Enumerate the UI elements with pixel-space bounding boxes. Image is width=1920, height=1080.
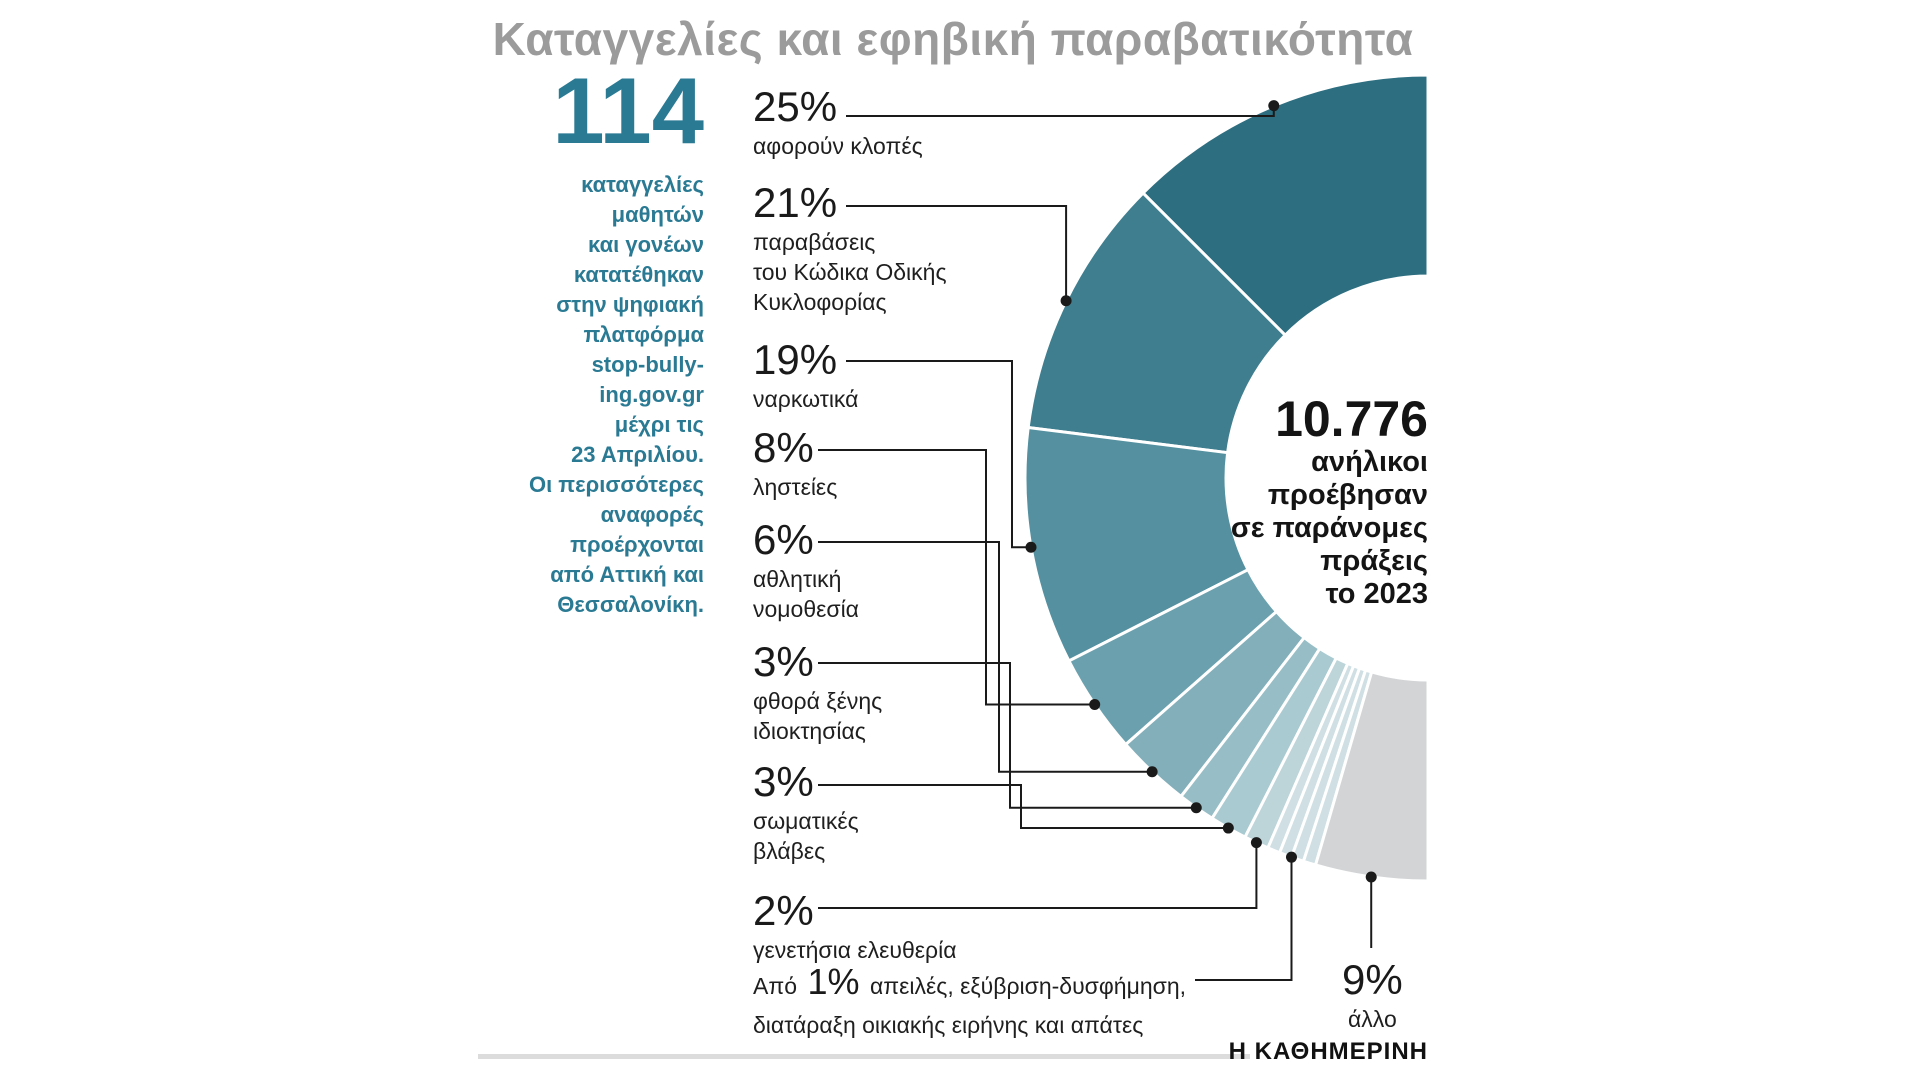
- callout-pct: 2%: [753, 887, 814, 934]
- donut-segment: [1123, 609, 1307, 799]
- callout-athlitiki: 6% αθλητική νομοθεσία: [753, 516, 859, 624]
- center-line: το 2023: [1325, 578, 1428, 610]
- donut-segment: [1140, 73, 1430, 338]
- leader-dot: [1060, 295, 1072, 307]
- sidebar-line: stop-bully-: [591, 352, 704, 377]
- sidebar-line: Θεσσαλονίκη.: [557, 592, 704, 617]
- donut-segment: [1265, 661, 1356, 855]
- sidebar-line: ing.gov.gr: [599, 382, 704, 407]
- leader-line: [846, 360, 1032, 549]
- total-value: 10.776: [1275, 391, 1428, 447]
- sidebar-line: αναφορές: [600, 502, 704, 527]
- callout-klopes: 25% αφορούν κλοπές: [753, 83, 923, 161]
- sidebar-line: 23 Απριλίου.: [571, 442, 704, 467]
- center-line: πράξεις: [1320, 545, 1428, 577]
- donut-segment: [1243, 655, 1350, 850]
- callout-label: αθλητική: [753, 566, 842, 592]
- callout-prefix: Από: [753, 973, 798, 999]
- page-title: Καταγγελίες και εφηβική παραβατικότητα: [492, 13, 1414, 65]
- callout-label: φθορά ξένης: [753, 688, 883, 714]
- leader-dot: [1190, 802, 1202, 814]
- callout-line: Από 1% απειλές, εξύβριση-δυσφήμηση,: [753, 962, 1186, 1010]
- leader-dot: [1025, 541, 1037, 553]
- leader-dot: [1268, 100, 1280, 112]
- callout-label: παραβάσεις: [753, 229, 876, 255]
- leader-line: [1195, 857, 1293, 981]
- callout-kok: 21% παραβάσεις του Κώδικα Οδικής Κυκλοφο…: [753, 179, 947, 317]
- callout-narkotika: 19% ναρκωτικά: [753, 336, 858, 414]
- sidebar-line: στην ψηφιακή: [556, 292, 704, 317]
- callout-label: απειλές, εξύβριση-δυσφήμηση,: [869, 973, 1187, 999]
- callout-listeies: 8% ληστείες: [753, 424, 837, 502]
- callout-label: ναρκωτικά: [753, 386, 859, 412]
- callout-pct: 21%: [753, 179, 838, 226]
- sidebar-line: και γονέων: [588, 232, 704, 257]
- sidebar-line: μέχρι τις: [614, 412, 704, 437]
- center-line: ανήλικοι: [1311, 446, 1428, 478]
- callout-pct: 3%: [753, 638, 814, 685]
- center-line: σε παράνομες: [1230, 512, 1428, 544]
- callout-label: άλλο: [1348, 1006, 1397, 1032]
- center-line: προέβησαν: [1267, 479, 1428, 511]
- leader-line: [818, 784, 1229, 830]
- callout-pct: 8%: [753, 424, 814, 471]
- callout-label: βλάβες: [753, 838, 826, 864]
- sidebar-line: από Αττική και: [550, 562, 704, 587]
- sidebar-text: καταγγελίες μαθητών και γονέων κατατέθηκ…: [420, 170, 704, 620]
- callout-label: διατάραξη οικιακής ειρήνης και απάτες: [753, 1012, 1144, 1038]
- footer-divider: [478, 1054, 1250, 1059]
- callout-pct: 9%: [1342, 956, 1403, 1003]
- donut-segment: [1178, 635, 1322, 821]
- callout-genetisia: 2% γενετήσια ελευθερία: [753, 887, 957, 965]
- sidebar-big-number: 114: [552, 58, 704, 163]
- callout-allo: 9% άλλο: [1342, 956, 1403, 1034]
- donut-segment: [1289, 666, 1368, 864]
- sidebar-line: προέρχονται: [570, 532, 704, 557]
- sidebar-line: πλατφόρμα: [583, 322, 705, 347]
- callout-label: αφορούν κλοπές: [753, 133, 923, 159]
- callout-label: γενετήσια ελευθερία: [753, 937, 957, 963]
- leader-dot: [1250, 837, 1262, 849]
- callout-pct: 1%: [807, 961, 860, 1002]
- donut-segment: [1301, 668, 1374, 867]
- donut-center-text: 10.776 ανήλικοι προέβησαν σε παράνομες π…: [1128, 392, 1428, 611]
- sidebar-line: κατατέθηκαν: [573, 262, 704, 287]
- callout-pct: 3%: [753, 758, 814, 805]
- callout-label: νομοθεσία: [753, 596, 859, 622]
- donut-segment: [1313, 670, 1430, 883]
- callout-pct: 6%: [753, 516, 814, 563]
- publisher-logo: Η ΚΑΘΗΜΕΡΙΝΗ: [1228, 1038, 1428, 1065]
- callout-pct: 25%: [753, 83, 838, 130]
- sidebar-line: μαθητών: [611, 202, 704, 227]
- callout-label: ιδιοκτησίας: [753, 718, 866, 744]
- sidebar-line: Οι περισσότερες: [528, 472, 704, 497]
- donut-segment: [1209, 646, 1339, 840]
- callout-somatikes: 3% σωματικές βλάβες: [753, 758, 859, 866]
- callout-fthora: 3% φθορά ξένης ιδιοκτησίας: [753, 638, 882, 746]
- callout-label: σωματικές: [753, 808, 859, 834]
- sidebar-line: καταγγελίες: [581, 172, 704, 197]
- callout-label: του Κώδικα Οδικής: [753, 259, 947, 285]
- leader-dot: [1146, 766, 1158, 778]
- callout-label: ληστείες: [753, 474, 838, 500]
- leader-dot: [1222, 822, 1234, 834]
- callout-pct: 19%: [753, 336, 838, 383]
- leader-dot: [1285, 851, 1297, 863]
- leader-dot: [1089, 699, 1101, 711]
- callout-apo-1: Από 1% απειλές, εξύβριση-δυσφήμηση, διατ…: [753, 962, 1186, 1040]
- donut-segment: [1277, 663, 1362, 860]
- leader-dot: [1365, 871, 1377, 883]
- callout-label: Κυκλοφορίας: [753, 289, 887, 315]
